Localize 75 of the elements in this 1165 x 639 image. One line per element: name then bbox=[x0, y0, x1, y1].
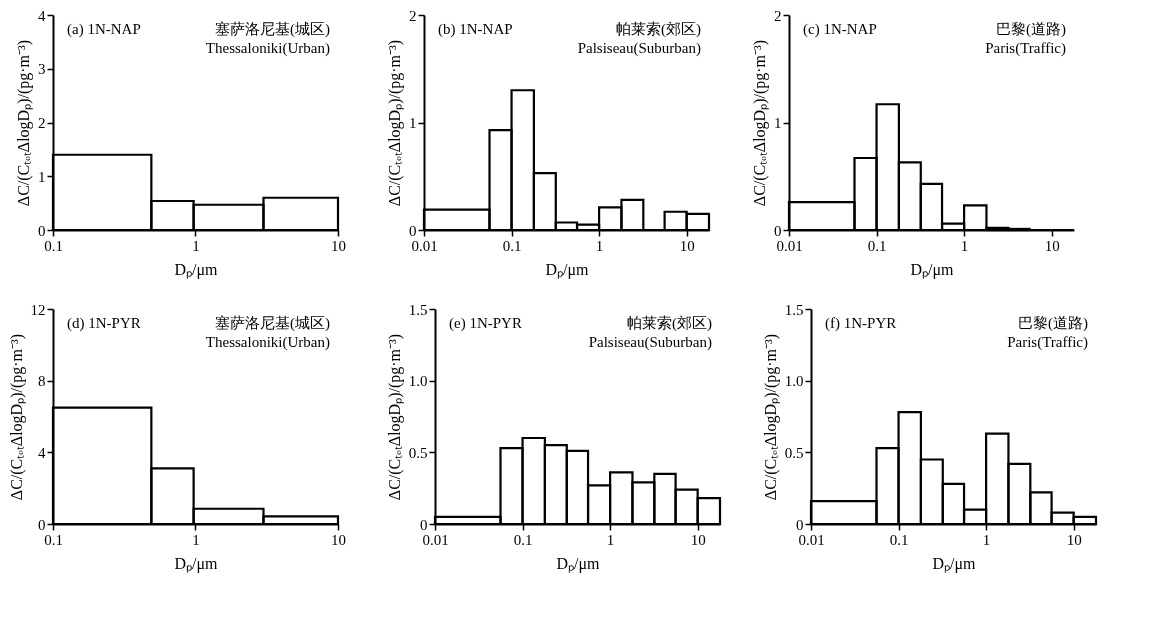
y-tick-label: 1.5 bbox=[408, 301, 428, 318]
y-tick-label: 1.0 bbox=[408, 373, 428, 390]
x-axis-title: Dₚ/μm bbox=[174, 554, 219, 573]
y-tick-label: 0 bbox=[774, 222, 782, 239]
annotation: (f) 1N-PYR bbox=[825, 315, 897, 332]
x-tick-label: 0.1 bbox=[889, 531, 909, 548]
x-tick-label: 10 bbox=[331, 531, 346, 548]
y-tick-label: 0 bbox=[796, 516, 804, 533]
y-tick-label: 1 bbox=[774, 115, 782, 131]
y-axis-title: ΔC/(CₜₒₜΔlogDₚ)/(pg·m⁻³) bbox=[751, 39, 769, 207]
y-axis-title: ΔC/(CₜₒₜΔlogDₚ)/(pg·m⁻³) bbox=[761, 333, 780, 501]
y-tick-label: 1 bbox=[38, 168, 46, 185]
annotation: 巴黎(道路) bbox=[1018, 315, 1088, 332]
y-tick-label: 0 bbox=[420, 516, 428, 533]
x-tick-label: 1 bbox=[192, 237, 200, 254]
y-tick-label: 3 bbox=[38, 61, 46, 78]
y-tick-label: 8 bbox=[38, 373, 46, 390]
annotation: 塞萨洛尼基(城区) bbox=[215, 315, 330, 332]
y-tick-label: 0.5 bbox=[408, 444, 428, 461]
y-axis-title: ΔC/(CₜₒₜΔlogDₚ)/(pg·m⁻³) bbox=[385, 333, 404, 501]
y-axis-title: ΔC/(CₜₒₜΔlogDₚ)/(pg·m⁻³) bbox=[7, 333, 26, 501]
y-tick-label: 0 bbox=[38, 516, 46, 533]
x-tick-label: 0.1 bbox=[513, 531, 533, 548]
x-tick-label: 0.1 bbox=[44, 531, 63, 548]
y-axis-title: ΔC/(CₜₒₜΔlogDₚ)/(pg·m⁻³) bbox=[386, 39, 404, 207]
y-axis-title: ΔC/(CₜₒₜΔlogDₚ)/(pg·m⁻³) bbox=[15, 39, 33, 207]
y-tick-label: 0 bbox=[38, 222, 46, 239]
annotation: (d) 1N-PYR bbox=[67, 315, 141, 332]
x-tick-label: 0.01 bbox=[798, 531, 825, 548]
annotation: (b) 1N-NAP bbox=[438, 21, 513, 38]
x-tick-label: 0.01 bbox=[411, 237, 438, 254]
x-tick-label: 0.1 bbox=[502, 237, 522, 254]
x-tick-label: 1 bbox=[192, 531, 200, 548]
x-axis-title: Dₚ/μm bbox=[174, 260, 219, 279]
x-tick-label: 0.01 bbox=[422, 531, 449, 548]
x-tick-label: 10 bbox=[690, 531, 706, 548]
x-tick-label: 10 bbox=[1066, 531, 1082, 548]
annotation: Paris(Traffic) bbox=[1007, 334, 1088, 351]
x-tick-label: 10 bbox=[331, 237, 346, 254]
y-tick-label: 2 bbox=[774, 7, 782, 24]
annotation: Paris(Traffic) bbox=[985, 40, 1066, 57]
annotation: Thessaloniki(Urban) bbox=[205, 334, 330, 351]
x-axis-title: Dₚ/μm bbox=[556, 554, 601, 573]
annotation: Palsiseau(Suburban) bbox=[588, 334, 712, 351]
y-tick-label: 1.0 bbox=[784, 373, 804, 390]
x-tick-label: 1 bbox=[595, 237, 604, 254]
y-tick-label: 4 bbox=[38, 7, 46, 24]
x-axis-title: Dₚ/μm bbox=[932, 554, 977, 573]
annotation: 帕莱索(郊区) bbox=[616, 21, 701, 38]
annotation: (a) 1N-NAP bbox=[67, 21, 141, 38]
annotation: 塞萨洛尼基(城区) bbox=[215, 21, 330, 38]
x-tick-label: 10 bbox=[679, 237, 695, 254]
y-tick-label: 1.5 bbox=[784, 301, 804, 318]
annotation: 巴黎(道路) bbox=[996, 21, 1066, 38]
x-tick-label: 1 bbox=[606, 531, 615, 548]
x-axis-title: Dₚ/μm bbox=[545, 260, 590, 279]
y-tick-label: 2 bbox=[409, 7, 417, 24]
annotation: (e) 1N-PYR bbox=[449, 315, 522, 332]
y-tick-label: 0.5 bbox=[784, 444, 804, 461]
x-tick-label: 0.01 bbox=[776, 237, 803, 254]
y-tick-label: 12 bbox=[30, 301, 46, 318]
annotation: (c) 1N-NAP bbox=[803, 21, 877, 38]
annotation: 帕莱索(郊区) bbox=[627, 315, 712, 332]
y-tick-label: 2 bbox=[38, 115, 46, 131]
x-tick-label: 10 bbox=[1044, 237, 1060, 254]
x-tick-label: 0.1 bbox=[867, 237, 887, 254]
y-tick-label: 0 bbox=[409, 222, 417, 239]
x-tick-label: 1 bbox=[982, 531, 991, 548]
x-axis-title: Dₚ/μm bbox=[910, 260, 955, 279]
x-tick-label: 1 bbox=[960, 237, 969, 254]
y-tick-label: 1 bbox=[409, 115, 417, 131]
annotation: Palsiseau(Suburban) bbox=[577, 40, 701, 57]
y-tick-label: 4 bbox=[38, 444, 46, 461]
x-tick-label: 0.1 bbox=[44, 237, 63, 254]
annotation: Thessaloniki(Urban) bbox=[205, 40, 330, 57]
